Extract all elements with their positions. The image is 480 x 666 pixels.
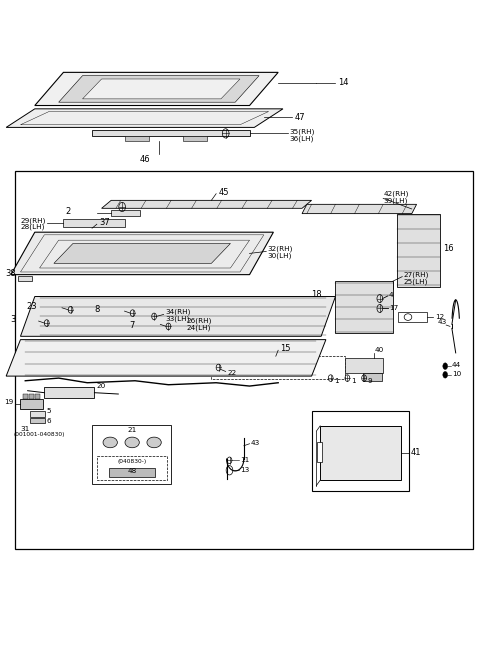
Polygon shape <box>59 76 259 102</box>
Bar <box>92 424 171 484</box>
Circle shape <box>443 363 447 370</box>
Polygon shape <box>30 418 45 423</box>
Text: 26(RH): 26(RH) <box>187 318 212 324</box>
Polygon shape <box>21 296 336 336</box>
Text: 1: 1 <box>334 378 338 384</box>
Bar <box>312 412 409 491</box>
Polygon shape <box>183 136 206 141</box>
Polygon shape <box>111 210 140 216</box>
Polygon shape <box>345 358 383 373</box>
Text: 43: 43 <box>251 440 260 446</box>
Text: 28(LH): 28(LH) <box>21 224 45 230</box>
Polygon shape <box>363 373 382 381</box>
Text: 39(LH): 39(LH) <box>383 197 408 204</box>
Text: 33(LH): 33(LH) <box>165 315 190 322</box>
Polygon shape <box>30 412 45 416</box>
Circle shape <box>443 372 447 378</box>
Polygon shape <box>29 394 34 400</box>
Text: 36(LH): 36(LH) <box>289 135 314 142</box>
Text: 42(RH): 42(RH) <box>383 190 408 197</box>
Polygon shape <box>35 394 40 400</box>
Polygon shape <box>83 79 240 99</box>
Text: 18: 18 <box>312 290 322 299</box>
Text: 37: 37 <box>99 218 110 227</box>
Text: 6: 6 <box>47 418 51 424</box>
Text: 38: 38 <box>5 269 16 278</box>
Ellipse shape <box>125 437 139 448</box>
Text: 29(RH): 29(RH) <box>21 217 46 224</box>
Polygon shape <box>109 468 155 477</box>
Text: 23: 23 <box>26 302 37 311</box>
Bar <box>398 312 427 322</box>
Text: 46: 46 <box>139 155 150 164</box>
Polygon shape <box>23 394 28 400</box>
Text: 15: 15 <box>280 344 290 354</box>
Text: 2: 2 <box>65 207 71 216</box>
Text: 47: 47 <box>295 113 305 122</box>
Text: 40: 40 <box>374 347 384 353</box>
Text: (001001-040830): (001001-040830) <box>13 432 65 437</box>
Text: 3: 3 <box>11 315 16 324</box>
Text: 45: 45 <box>218 188 229 197</box>
Text: (040830-): (040830-) <box>118 458 147 464</box>
Polygon shape <box>44 388 95 398</box>
Text: 22: 22 <box>227 370 236 376</box>
Text: 7: 7 <box>130 320 135 330</box>
Polygon shape <box>102 200 312 208</box>
Text: 14: 14 <box>338 79 348 87</box>
Polygon shape <box>6 109 283 127</box>
Text: 16: 16 <box>444 244 454 252</box>
Text: 4: 4 <box>389 292 394 298</box>
Text: 27(RH): 27(RH) <box>404 271 429 278</box>
Text: 43: 43 <box>437 320 446 326</box>
Text: 13: 13 <box>240 467 249 473</box>
Polygon shape <box>336 281 393 333</box>
Polygon shape <box>92 130 250 136</box>
Polygon shape <box>11 232 274 274</box>
Text: 19: 19 <box>4 399 13 405</box>
Text: 17: 17 <box>389 305 398 311</box>
Text: 21: 21 <box>128 428 137 434</box>
Text: 20: 20 <box>97 383 106 389</box>
Text: 48: 48 <box>128 468 137 474</box>
Polygon shape <box>125 136 149 141</box>
Text: 30(LH): 30(LH) <box>268 252 292 258</box>
Text: 10: 10 <box>452 371 461 377</box>
Text: 31: 31 <box>21 426 30 432</box>
Polygon shape <box>6 340 326 376</box>
Polygon shape <box>302 204 417 214</box>
Text: 34(RH): 34(RH) <box>165 308 191 315</box>
Text: 25(LH): 25(LH) <box>404 278 428 284</box>
Text: 9: 9 <box>367 378 372 384</box>
Text: 8: 8 <box>95 305 100 314</box>
Polygon shape <box>397 214 441 286</box>
Polygon shape <box>54 244 230 263</box>
Text: 11: 11 <box>240 457 249 463</box>
Polygon shape <box>320 426 401 480</box>
Text: 44: 44 <box>452 362 461 368</box>
Polygon shape <box>35 73 278 105</box>
Text: 12: 12 <box>435 314 444 320</box>
Text: 5: 5 <box>47 408 51 414</box>
Text: 24(LH): 24(LH) <box>187 324 211 331</box>
Text: 1: 1 <box>351 378 355 384</box>
Ellipse shape <box>147 437 161 448</box>
Polygon shape <box>20 400 43 409</box>
Text: 41: 41 <box>411 448 421 457</box>
Text: 32(RH): 32(RH) <box>268 246 293 252</box>
Polygon shape <box>317 442 322 462</box>
Polygon shape <box>63 219 125 227</box>
Ellipse shape <box>103 437 117 448</box>
Polygon shape <box>18 276 33 281</box>
Text: 35(RH): 35(RH) <box>289 129 315 135</box>
Bar <box>15 170 473 549</box>
